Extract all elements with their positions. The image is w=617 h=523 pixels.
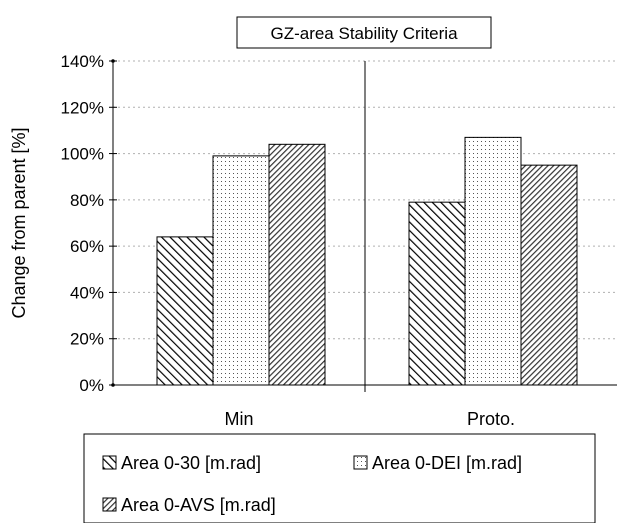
y-axis-title: Change from parent [%] bbox=[9, 127, 29, 318]
chart-title: GZ-area Stability Criteria bbox=[270, 24, 458, 43]
y-tick-label-20: 20% bbox=[70, 330, 104, 349]
x-category-labels: Min Proto. bbox=[224, 409, 515, 429]
bars bbox=[156, 136, 578, 386]
legend-label-series-2: Area 0-DEI [m.rad] bbox=[372, 453, 522, 473]
y-tick-label-0: 0% bbox=[79, 376, 104, 395]
y-tick-labels: 0% 20% 40% 60% 80% 100% 120% 140% bbox=[61, 52, 104, 395]
legend: Area 0-30 [m.rad] Area 0-DEI [m.rad] Area … bbox=[83, 433, 596, 523]
bar-min-series-3 bbox=[268, 143, 326, 386]
legend-label-series-1: Area 0-30 [m.rad] bbox=[121, 453, 261, 473]
y-axis-top-marker bbox=[111, 59, 115, 63]
y-tick-label-120: 120% bbox=[61, 98, 104, 117]
legend-swatch-series-3 bbox=[102, 497, 117, 512]
legend-label-series-3: Area 0-AVS [m.rad] bbox=[121, 495, 276, 515]
y-tick-label-40: 40% bbox=[70, 283, 104, 302]
chart-title-frame bbox=[236, 16, 492, 49]
y-tick-label-80: 80% bbox=[70, 191, 104, 210]
bar-min-series-1 bbox=[156, 236, 214, 386]
category-label-proto: Proto. bbox=[467, 409, 515, 429]
legend-swatch-series-2 bbox=[353, 455, 368, 470]
y-tick-label-60: 60% bbox=[70, 237, 104, 256]
bar-proto-series-1 bbox=[408, 201, 466, 386]
category-label-min: Min bbox=[224, 409, 253, 429]
y-tick-label-100: 100% bbox=[61, 145, 104, 164]
bar-proto-series-2 bbox=[464, 136, 522, 386]
y-tick-label-140: 140% bbox=[61, 52, 104, 71]
legend-frame bbox=[83, 433, 596, 523]
chart-title-box: GZ-area Stability Criteria bbox=[236, 16, 492, 49]
legend-items: Area 0-30 [m.rad] Area 0-DEI [m.rad] Area … bbox=[102, 453, 522, 515]
axes bbox=[109, 59, 617, 392]
bar-min-series-2 bbox=[212, 155, 270, 386]
bar-proto-series-3 bbox=[520, 164, 578, 386]
legend-swatch-series-1 bbox=[102, 455, 117, 470]
y-axis-bottom-marker bbox=[111, 383, 115, 387]
